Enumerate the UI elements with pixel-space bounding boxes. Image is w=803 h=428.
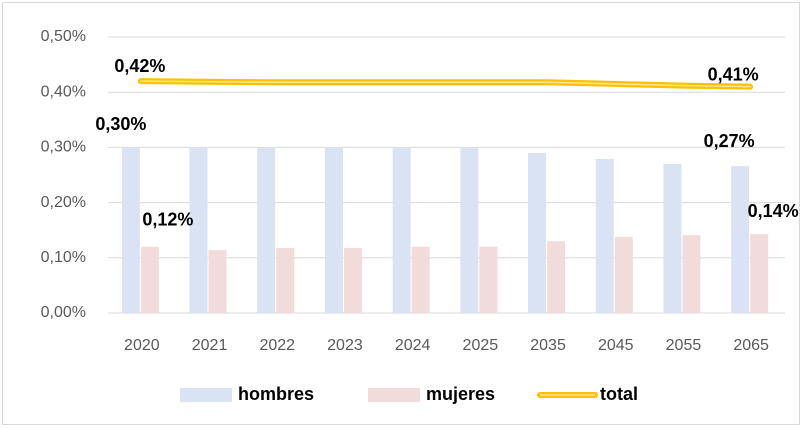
x-tick-label: 2045 — [598, 337, 634, 354]
x-tick-label: 2024 — [395, 337, 431, 354]
bar — [731, 166, 750, 313]
bar — [460, 147, 479, 313]
y-tick-label: 0,40% — [41, 83, 86, 100]
bar — [750, 234, 769, 313]
total-line-inner — [140, 80, 751, 88]
bar — [547, 241, 566, 313]
legend-swatch — [368, 388, 420, 402]
x-tick-label: 2021 — [192, 337, 228, 354]
bar — [257, 147, 276, 313]
data-label: 0,30% — [95, 114, 146, 134]
legend-label: hombres — [238, 384, 314, 404]
data-label: 0,42% — [114, 56, 165, 76]
bar — [140, 246, 159, 313]
x-tick-label: 2020 — [124, 337, 160, 354]
legend-label: mujeres — [426, 384, 495, 404]
bar — [324, 147, 343, 313]
data-label: 0,12% — [142, 210, 193, 230]
x-tick-label: 2025 — [463, 337, 499, 354]
y-tick-label: 0,10% — [41, 249, 86, 266]
bar — [343, 247, 362, 313]
bar — [121, 147, 140, 313]
bar — [392, 147, 411, 313]
bar — [663, 163, 682, 313]
legend-label: total — [600, 384, 638, 404]
bar — [614, 236, 633, 313]
bar — [411, 246, 430, 313]
bar — [682, 235, 701, 313]
data-label: 0,41% — [708, 64, 759, 84]
y-tick-label: 0,30% — [41, 139, 86, 156]
x-tick-label: 2065 — [733, 337, 769, 354]
bar — [479, 246, 498, 313]
bar — [276, 247, 295, 313]
bar — [189, 147, 208, 313]
x-tick-label: 2055 — [666, 337, 702, 354]
data-label: 0,27% — [704, 131, 755, 151]
y-tick-label: 0,00% — [41, 304, 86, 321]
bar — [595, 158, 614, 313]
bar — [208, 250, 227, 313]
data-label: 0,14% — [748, 201, 799, 221]
y-tick-label: 0,20% — [41, 194, 86, 211]
bar — [528, 152, 547, 313]
y-tick-label: 0,50% — [41, 28, 86, 45]
x-tick-label: 2023 — [327, 337, 363, 354]
x-tick-label: 2022 — [259, 337, 295, 354]
legend-swatch — [180, 388, 232, 402]
x-tick-label: 2035 — [530, 337, 566, 354]
